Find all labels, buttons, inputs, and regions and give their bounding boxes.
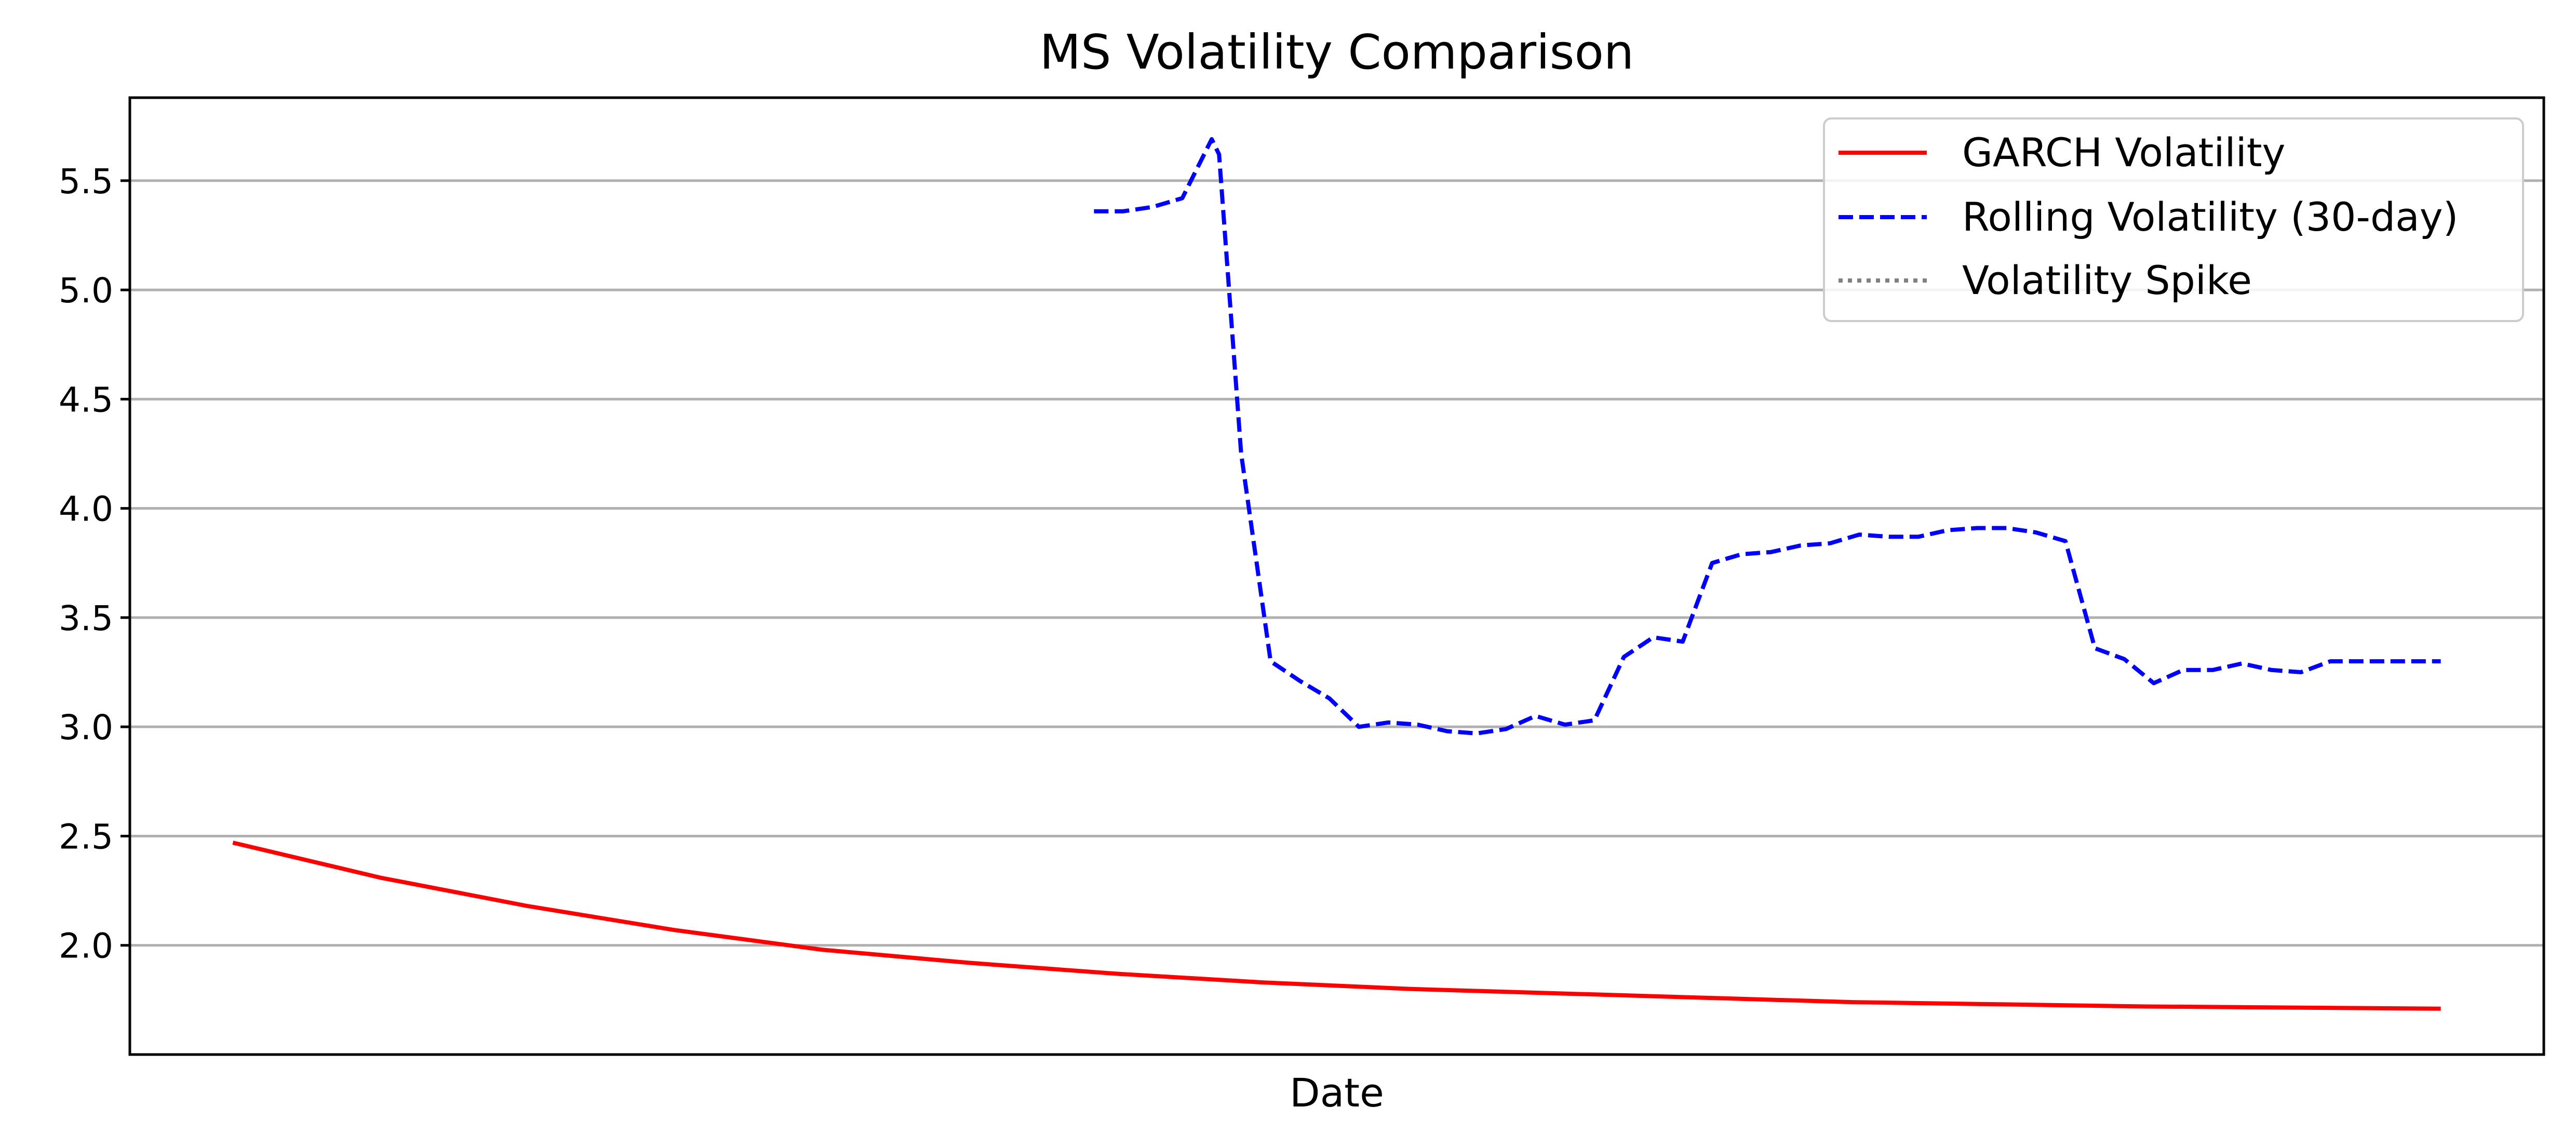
y-tick-label: 5.5 — [59, 162, 113, 202]
series-lines — [232, 137, 2441, 1011]
legend-label: Volatility Spike — [1962, 257, 2252, 303]
y-tick-label: 4.0 — [59, 489, 113, 529]
chart-title: MS Volatility Comparison — [1040, 24, 1634, 80]
series-line — [1094, 137, 2441, 736]
y-tick-label: 3.0 — [59, 708, 113, 748]
legend-label: Rolling Volatility (30-day) — [1962, 194, 2458, 240]
legend: GARCH Volatility Rolling Volatility (30-d… — [1823, 117, 2524, 322]
plot-area-frame — [128, 96, 2545, 1056]
y-tick-label: 2.0 — [59, 926, 113, 966]
series-line — [232, 841, 2441, 1011]
y-tick-label: 4.5 — [59, 380, 113, 420]
legend-box — [1823, 117, 2524, 322]
y-tick-label: 2.5 — [59, 817, 113, 857]
y-tick-label: 5.0 — [59, 271, 113, 311]
y-tick-label: 3.5 — [59, 598, 113, 638]
legend-label: GARCH Volatility — [1962, 129, 2285, 176]
x-axis-label: Date — [1290, 1070, 1384, 1116]
y-axis-ticks: 2.0 2.5 3.0 3.5 4.0 4.5 5.0 5.5 — [59, 162, 130, 966]
